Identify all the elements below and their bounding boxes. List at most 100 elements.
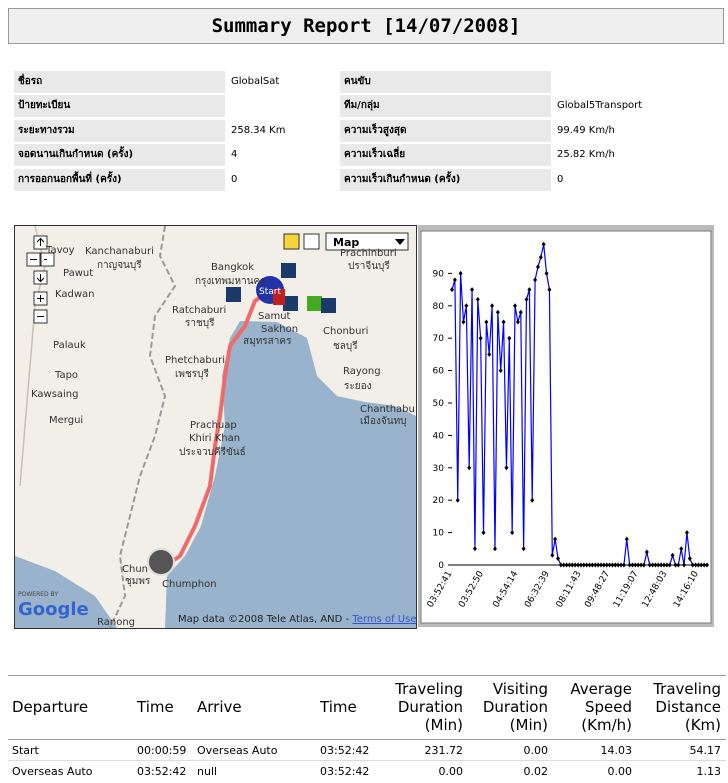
poi xyxy=(283,296,298,311)
info-value: 258.34 Km xyxy=(231,124,286,136)
info-label: ความเร็วสูงสุด xyxy=(340,119,551,142)
speed-point xyxy=(702,562,707,568)
speed-point xyxy=(676,562,681,568)
map-type-label: Map xyxy=(333,236,359,249)
andaman-sea xyxy=(15,556,117,628)
speed-point xyxy=(578,562,583,568)
speed-point xyxy=(547,287,552,293)
info-value: 99.49 Km/h xyxy=(557,124,615,136)
speed-point xyxy=(627,562,632,568)
place-label: ราชบุรี xyxy=(185,317,215,329)
speed-point xyxy=(521,546,526,552)
place-label: Samut xyxy=(258,311,291,322)
speed-point xyxy=(510,530,515,536)
info-label: คนขับ xyxy=(340,71,551,93)
speed-point xyxy=(550,552,555,558)
place-label: Chumphon xyxy=(162,579,217,590)
speed-point xyxy=(667,562,672,568)
column-header: Traveling xyxy=(395,680,463,698)
speed-point xyxy=(535,264,540,270)
column-header: Time xyxy=(320,698,357,716)
info-label: ความเร็วเฉลี่ย xyxy=(340,144,551,167)
y-tick-label: 60 xyxy=(433,367,445,377)
speed-point xyxy=(513,303,518,309)
table-cell: 00:00:59 xyxy=(137,744,187,757)
place-label: กรุงเทพมหานคร xyxy=(195,276,266,287)
poi xyxy=(273,289,285,305)
speed-point xyxy=(601,562,606,568)
terms-link[interactable]: Terms of Use xyxy=(351,614,416,625)
pan-right[interactable] xyxy=(40,252,55,267)
info-label: ระยะทางรวม xyxy=(14,119,225,142)
info-value: 4 xyxy=(231,149,238,161)
y-tick-label: 0 xyxy=(438,561,444,571)
speed-point xyxy=(487,351,492,357)
dropdown-arrow xyxy=(395,239,405,245)
route xyxy=(163,286,275,568)
speed-point xyxy=(690,562,695,568)
map: Tavoy Kanchanaburi กาญจนบุรี Pawut Kadwan Ban… xyxy=(14,225,417,629)
place-label: ระยอง xyxy=(344,381,372,392)
speed-point xyxy=(541,241,546,247)
info-label: ป้ายทะเบียน xyxy=(14,95,225,118)
speed-point xyxy=(684,530,689,536)
speed-point xyxy=(573,562,578,568)
speed-point xyxy=(570,562,575,568)
column-header: Average xyxy=(570,680,632,698)
column-header: (Min) xyxy=(424,716,463,734)
speed-point xyxy=(659,562,664,568)
place-label: Chun xyxy=(122,564,148,575)
speed-point xyxy=(472,546,477,552)
speed-point xyxy=(647,562,652,568)
speed-point xyxy=(458,270,463,276)
traffic-button[interactable] xyxy=(283,233,300,250)
info-value: 0 xyxy=(557,173,564,185)
place-label: Khiri Khan xyxy=(189,433,240,444)
table-cell: 0.00 xyxy=(523,744,549,757)
border xyxy=(109,226,177,628)
speed-point xyxy=(653,562,658,568)
speed-point xyxy=(607,562,612,568)
speed-point xyxy=(567,562,572,568)
speed-point xyxy=(490,303,495,309)
info-label: ความเร็วเกินกำหนด (ครั้ง) xyxy=(340,168,551,191)
column-header: Visiting xyxy=(492,680,548,698)
table-cell: Overseas Auto xyxy=(197,744,278,757)
speed-point xyxy=(467,465,472,471)
table-cell: null xyxy=(197,765,218,778)
speed-point xyxy=(693,562,698,568)
place-label: Tapo xyxy=(54,370,78,381)
place-label: Kadwan xyxy=(55,289,95,300)
speed-point xyxy=(696,562,701,568)
place-label: Sakhon xyxy=(261,324,298,335)
speed-point xyxy=(687,556,692,562)
place-label: ชุมพร xyxy=(125,576,151,587)
place-label: ปราจีนบุรี xyxy=(348,260,390,272)
speed-point xyxy=(544,270,549,276)
place-label: Chonburi xyxy=(323,326,368,337)
speed-point xyxy=(475,296,480,302)
y-tick-label: 20 xyxy=(433,496,445,506)
y-tick-label: 80 xyxy=(433,302,445,312)
column-header: Departure xyxy=(12,698,89,716)
map-copyright: Map data ©2008 Tele Atlas, AND - Terms o… xyxy=(178,614,416,625)
speed-point xyxy=(679,546,684,552)
speed-point xyxy=(524,296,529,302)
speed-point xyxy=(564,562,569,568)
fullscreen-button[interactable] xyxy=(303,233,320,250)
speed-point xyxy=(656,562,661,568)
speed-point xyxy=(553,536,558,542)
place-label: เพชรบุรี xyxy=(175,368,210,380)
poi xyxy=(307,296,322,311)
table-cell: 0.02 xyxy=(523,765,549,778)
table-cell: 1.13 xyxy=(696,765,722,778)
speed-point xyxy=(650,562,655,568)
speed-point xyxy=(533,277,538,283)
place-label: Prachuap xyxy=(190,420,237,431)
map-type-button[interactable] xyxy=(325,232,409,251)
place-label: Phetchaburi xyxy=(165,355,225,366)
column-header: Arrive xyxy=(197,698,242,716)
speed-point xyxy=(641,562,646,568)
gulf xyxy=(165,321,416,628)
table-cell: Start xyxy=(12,744,39,757)
